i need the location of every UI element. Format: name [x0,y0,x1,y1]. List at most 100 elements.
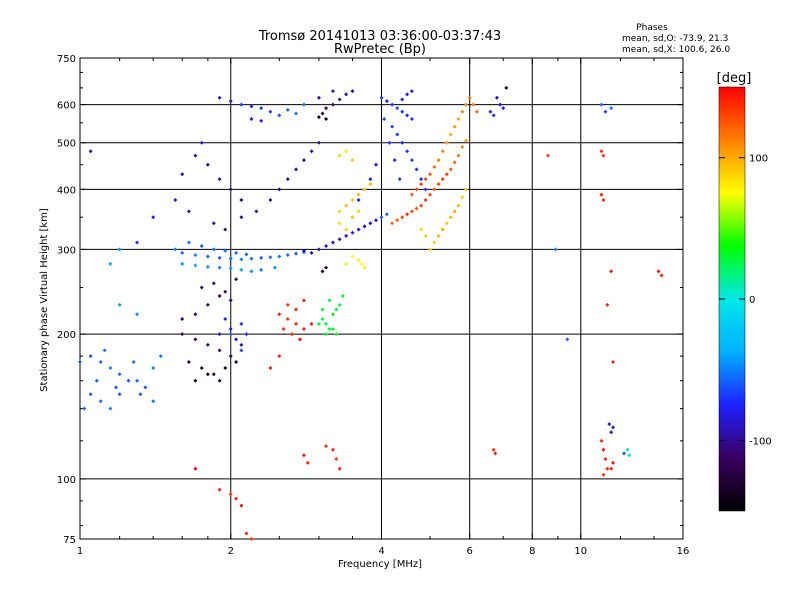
data-point [501,106,506,111]
data-point [173,247,178,252]
data-point [419,203,424,208]
data-point [249,104,254,109]
data-point [498,102,503,107]
data-point [423,187,428,192]
data-point [234,496,239,501]
data-point [444,140,449,145]
colorbar-tick-label: 100 [749,154,768,165]
data-point [467,95,472,100]
y-tick-label: 750 [57,54,76,65]
data-point [254,209,259,214]
data-point [452,160,457,165]
data-point [88,392,93,397]
data-point [193,263,198,268]
data-point [350,254,355,259]
data-point [217,255,222,260]
data-point [334,307,339,312]
data-point [228,187,233,192]
x-axis-label: Frequency [MHz] [338,559,422,570]
data-point [234,337,239,342]
data-point [362,224,367,229]
data-point [301,248,306,253]
data-point [440,177,445,182]
data-point [285,302,290,307]
data-point [432,240,437,245]
data-point [428,192,433,197]
data-point [382,117,387,122]
x-tick-label: 1 [77,546,83,557]
y-tick-label: 100 [57,475,76,486]
data-point [423,198,428,203]
data-point [609,430,614,435]
data-point [285,177,290,182]
x-tick-label: 4 [378,546,384,557]
data-point [259,118,264,123]
phases-label: Phases [636,23,668,33]
data-point [448,215,453,220]
data-point [193,378,198,383]
data-point [135,240,140,245]
data-point [277,187,282,192]
grid-lines [80,58,683,539]
data-point [259,267,264,272]
data-point [117,247,122,252]
data-point [285,253,290,258]
data-point [277,254,282,259]
data-point [217,332,222,337]
data-point [217,177,222,182]
data-point [452,209,457,214]
data-point [324,106,329,111]
data-point [324,332,329,337]
y-tick-label: 500 [57,139,76,150]
data-point [611,360,616,365]
data-point [186,209,191,214]
data-point [117,392,122,397]
data-point [228,266,233,271]
data-point [158,354,163,359]
data-point [440,149,445,154]
data-point [324,444,329,449]
y-axis-ticks: 75 100 200 300 400 500 600 750 [57,54,683,546]
data-point [379,95,384,100]
data-point [603,456,608,461]
data-point [217,294,222,299]
data-point [82,406,87,411]
data-point [316,140,321,145]
data-point [368,182,373,187]
data-point [390,124,395,129]
data-point [205,264,210,269]
data-point [108,261,113,266]
data-point [350,158,355,163]
data-point [277,113,282,118]
phases-mean-o: mean, sd,O: -73.9, 21.3 [622,34,728,44]
data-point [409,209,414,214]
data-point [223,317,228,322]
data-point [627,453,632,458]
x-axis-ticks: 1 2 4 6 8 10 16 [77,58,689,557]
data-point [460,195,465,200]
data-point [309,250,314,255]
data-point [211,372,216,377]
data-point [301,453,306,458]
data-point [330,89,335,94]
data-point [337,237,342,242]
data-point [320,317,325,322]
data-point [108,366,113,371]
data-point [199,366,204,371]
data-point [334,332,339,337]
data-point [277,354,282,359]
data-point [239,257,244,262]
data-point [324,243,329,248]
data-point [607,422,612,427]
data-point [294,111,299,116]
data-point [259,106,264,111]
data-point [316,95,321,100]
data-point [436,158,441,163]
data-point [390,102,395,107]
data-point [217,378,222,383]
data-point [622,451,627,456]
data-point [405,113,410,118]
data-point [432,187,437,192]
data-point [316,247,321,252]
